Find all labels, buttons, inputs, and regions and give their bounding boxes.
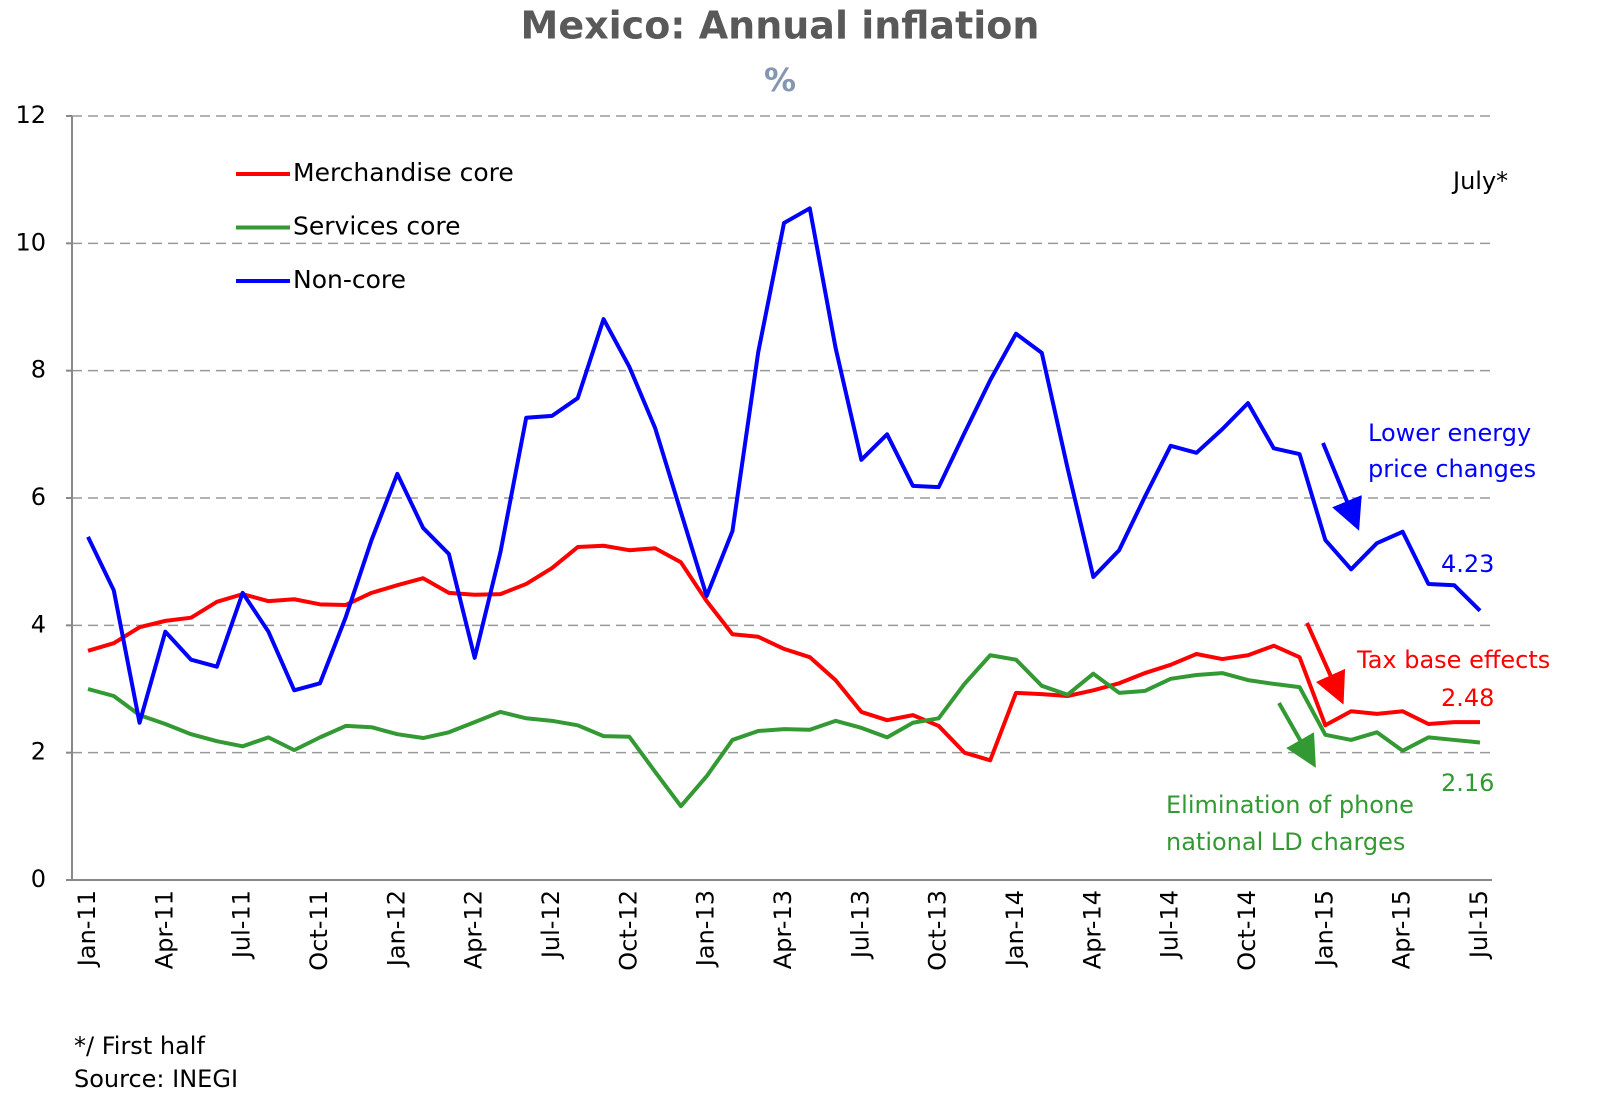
x-tick-label: Jan-15 xyxy=(1310,890,1338,968)
x-tick-label: Apr-11 xyxy=(150,890,178,969)
y-tick-label: 8 xyxy=(31,356,46,384)
data-label: 2.16 xyxy=(1441,769,1494,797)
x-tick-label: Apr-14 xyxy=(1078,890,1106,969)
x-tick-label: Oct-12 xyxy=(614,890,642,971)
arrow xyxy=(1277,702,1316,768)
x-tick-label: Jan-14 xyxy=(1001,890,1029,968)
x-tick-label: Jul-12 xyxy=(537,890,565,960)
annotation: July* xyxy=(1451,167,1508,195)
x-tick-label: Oct-14 xyxy=(1233,890,1261,971)
data-label: 4.23 xyxy=(1441,550,1494,578)
x-tick-label: Apr-13 xyxy=(769,890,797,969)
x-tick-label: Apr-15 xyxy=(1388,890,1416,969)
series-line xyxy=(86,206,1482,725)
y-tick-label: 12 xyxy=(15,101,46,129)
chart-title: Mexico: Annual inflation xyxy=(521,4,1040,48)
x-tick-label: Oct-11 xyxy=(305,890,333,971)
chart-subtitle: % xyxy=(764,61,796,99)
annotation: Tax base effects xyxy=(1356,646,1550,674)
annotation: national LD charges xyxy=(1166,828,1405,856)
x-tick-label: Jan-11 xyxy=(73,890,101,968)
x-tick-label: Oct-13 xyxy=(924,890,952,971)
legend-label: Services core xyxy=(293,212,461,241)
footnote: Source: INEGI xyxy=(74,1065,238,1093)
data-label: 2.48 xyxy=(1441,684,1494,712)
y-tick-label: 10 xyxy=(15,228,46,256)
x-tick-label: Jan-13 xyxy=(692,890,720,968)
footnote: */ First half xyxy=(74,1032,205,1060)
series-line xyxy=(87,543,1480,763)
annotation: price changes xyxy=(1368,455,1536,483)
arrow xyxy=(1305,622,1346,705)
y-tick-label: 0 xyxy=(31,865,46,893)
legend-label: Merchandise core xyxy=(293,158,514,187)
x-tick-label: Jul-14 xyxy=(1156,890,1184,960)
x-tick-label: Jan-12 xyxy=(382,890,410,968)
y-tick-label: 2 xyxy=(31,738,46,766)
arrow xyxy=(1321,442,1362,531)
y-tick-label: 6 xyxy=(31,483,46,511)
y-tick-label: 4 xyxy=(31,610,46,638)
series-line xyxy=(87,653,1481,809)
annotation: Lower energy xyxy=(1368,419,1531,447)
legend-label: Non-core xyxy=(293,265,406,294)
x-tick-label: Jul-15 xyxy=(1465,890,1493,960)
annotation: Elimination of phone xyxy=(1166,791,1414,819)
x-tick-label: Jul-11 xyxy=(228,890,256,960)
x-tick-label: Apr-12 xyxy=(460,890,488,969)
x-tick-label: Jul-13 xyxy=(846,890,874,960)
